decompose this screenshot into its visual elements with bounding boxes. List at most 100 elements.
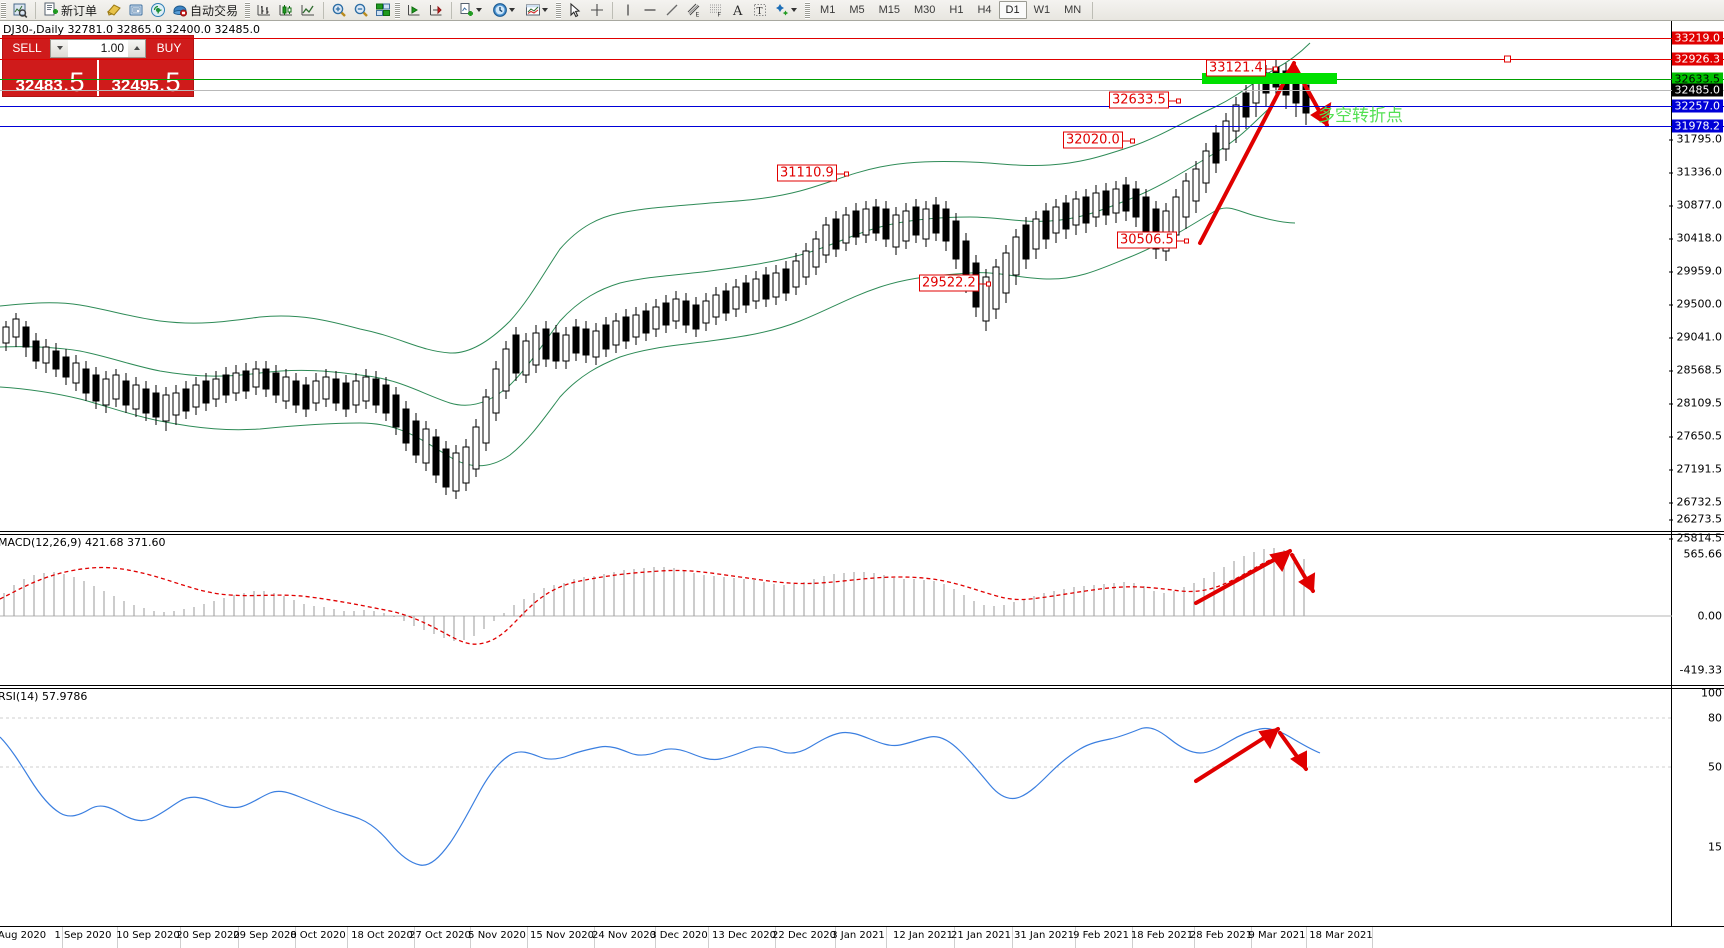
- new-order-button[interactable]: 新订单: [40, 0, 103, 21]
- date-tick-12: 13 Dec 2020: [712, 930, 776, 941]
- metaeditor-icon[interactable]: [103, 0, 125, 21]
- timeframe-w1[interactable]: W1: [1033, 4, 1051, 16]
- level-line-32926[interactable]: [0, 59, 1724, 60]
- chart-shift-icon[interactable]: [403, 0, 425, 21]
- axis-tick-rsi-80: 80: [1708, 711, 1722, 725]
- templates-caret-icon[interactable]: [542, 8, 549, 12]
- vertical-line-icon[interactable]: [617, 0, 639, 21]
- price-flag-leg: [835, 171, 849, 176]
- candlestick-chart-icon[interactable]: [275, 0, 297, 21]
- volume-value[interactable]: 1.00: [68, 39, 128, 57]
- price-flag-32020-label: 32020.0: [1066, 132, 1120, 148]
- axis-tick-28568: 28568.5: [1668, 364, 1722, 377]
- price-flag-33121[interactable]: 33121.4: [1206, 59, 1278, 77]
- chart-canvas[interactable]: DJ30-,Daily 32781.0 32865.0 32400.0 3248…: [0, 21, 1724, 948]
- shapes-icon[interactable]: [771, 0, 804, 21]
- date-tick-11: 3 Dec 2020: [650, 930, 708, 941]
- toolbar-grip[interactable]: [1, 1, 6, 19]
- price-flag-29522[interactable]: 29522.2: [919, 274, 991, 292]
- expert-advisors-icon[interactable]: [125, 0, 147, 21]
- price-flag-30506[interactable]: 30506.5: [1117, 231, 1189, 249]
- crosshair-icon[interactable]: [586, 0, 608, 21]
- horizontal-line-icon[interactable]: [639, 0, 661, 21]
- timeframe-m30[interactable]: M30: [914, 4, 936, 16]
- chart-window-icon[interactable]: [9, 0, 31, 21]
- trendline-icon[interactable]: [661, 0, 683, 21]
- fibonacci-icon[interactable]: F: [705, 0, 727, 21]
- periods-icon[interactable]: [489, 0, 522, 21]
- price-flag-32633-label: 32633.5: [1112, 92, 1166, 108]
- date-tick-21: 9 Mar 2021: [1248, 930, 1306, 941]
- price-pane-graphics: [0, 42, 1332, 499]
- sell-price-button[interactable]: 32483 . 5: [3, 60, 97, 96]
- level-line-33219[interactable]: [0, 38, 1724, 39]
- axis-tag-32485-current-price: 32485.0: [1671, 83, 1723, 97]
- timeframe-h4[interactable]: H4: [977, 4, 992, 16]
- text-label-icon[interactable]: T: [749, 0, 771, 21]
- one-click-trading-panel[interactable]: SELL 1.00 BUY 32483 . 5 32495 . 5: [2, 35, 194, 97]
- chinese-annotation-note[interactable]: 多空转折点: [1318, 106, 1403, 126]
- bar-chart-icon[interactable]: [253, 0, 275, 21]
- price-flag-29522-label: 29522.2: [922, 275, 976, 291]
- axis-tick-29959: 29959.0: [1668, 265, 1722, 278]
- toolbar-separator-5: [612, 1, 614, 19]
- axis-tick-26273: 26273.5: [1668, 513, 1722, 526]
- line-chart-icon[interactable]: [297, 0, 319, 21]
- axis-tick-31795: 31795.0: [1668, 133, 1722, 146]
- macd-pane-divider-top2: [0, 534, 1724, 535]
- date-tick-6: 18 Oct 2020: [351, 930, 413, 941]
- timeframe-m5[interactable]: M5: [849, 4, 865, 16]
- equidistant-channel-icon[interactable]: E: [683, 0, 705, 21]
- date-tick-16: 21 Jan 2021: [951, 930, 1011, 941]
- axis-tick-30877: 30877.0: [1668, 199, 1722, 212]
- macd-pane-divider-top: [0, 531, 1724, 532]
- timeframe-mn[interactable]: MN: [1064, 4, 1082, 16]
- price-flag-32020[interactable]: 32020.0: [1063, 131, 1135, 149]
- indicators-icon[interactable]: [456, 0, 489, 21]
- cursor-icon[interactable]: [564, 0, 586, 21]
- price-flag-leg: [1167, 98, 1181, 103]
- tile-windows-icon[interactable]: [372, 0, 394, 21]
- volume-decrease-button[interactable]: [51, 39, 68, 57]
- price-flag-32633[interactable]: 32633.5: [1109, 91, 1181, 109]
- indicators-caret-icon[interactable]: [476, 8, 483, 12]
- volume-increase-button[interactable]: [128, 39, 145, 57]
- axis-tick-30418: 30418.0: [1668, 232, 1722, 245]
- svg-text:T: T: [757, 7, 763, 17]
- level-line-32485[interactable]: [0, 90, 1724, 91]
- toolbar-grip-4[interactable]: [556, 1, 562, 19]
- auto-scroll-icon[interactable]: [425, 0, 447, 21]
- toolbar-grip-5[interactable]: [805, 1, 811, 19]
- axis-tag-32257: 32257.0: [1671, 99, 1723, 113]
- buy-price-button[interactable]: 32495 . 5: [97, 60, 193, 96]
- date-axis[interactable]: Aug 2020 1 Sep 2020 10 Sep 2020 20 Sep 2…: [0, 926, 1724, 948]
- price-flag-33121-label: 33121.4: [1209, 60, 1263, 76]
- svg-text:A: A: [732, 4, 743, 18]
- text-icon[interactable]: A: [727, 0, 749, 21]
- timeframe-d1[interactable]: D1: [998, 1, 1027, 19]
- autotrading-button[interactable]: 自动交易: [169, 0, 244, 21]
- toolbar-separator-6: [1092, 1, 1094, 19]
- level-line-31978[interactable]: [0, 126, 1724, 127]
- sell-label: SELL: [12, 41, 42, 55]
- shapes-caret-icon[interactable]: [791, 8, 798, 12]
- periods-caret-icon[interactable]: [509, 8, 516, 12]
- price-flag-31110[interactable]: 31110.9: [777, 164, 849, 182]
- price-axis[interactable]: 33219.0 32926.3 32633.5 32485.0 32257.0 …: [1668, 21, 1724, 926]
- axis-tag-31978: 31978.2: [1671, 119, 1723, 133]
- toolbar-grip-3[interactable]: [395, 1, 401, 19]
- zoom-out-icon[interactable]: [350, 0, 372, 21]
- templates-icon[interactable]: [522, 0, 555, 21]
- zoom-in-icon[interactable]: [328, 0, 350, 21]
- axis-tick-macd-zero: 0.00: [1697, 609, 1723, 623]
- macd-indicator-header: MACD(12,26,9) 421.68 371.60: [0, 536, 166, 549]
- level-line-32257[interactable]: [0, 106, 1724, 107]
- timeframe-m15[interactable]: M15: [878, 4, 900, 16]
- timeframe-h1[interactable]: H1: [949, 4, 964, 16]
- level-line-32633[interactable]: [0, 79, 1724, 80]
- level-anchor-32926[interactable]: [1504, 55, 1511, 63]
- timeframe-m1[interactable]: M1: [820, 4, 836, 16]
- signals-icon[interactable]: [147, 0, 169, 21]
- volume-stepper[interactable]: 1.00: [50, 38, 146, 58]
- toolbar-grip-2[interactable]: [245, 1, 251, 19]
